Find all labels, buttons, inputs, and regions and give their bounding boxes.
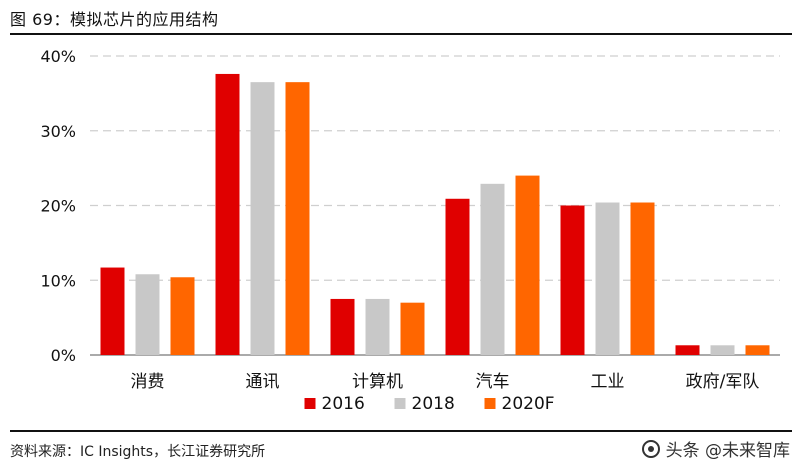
bar-2020F [400,302,425,355]
x-category-label: 汽车 [476,372,510,392]
y-tick-label: 40% [40,47,76,66]
camera-icon [641,439,660,458]
bar-2016 [675,345,700,355]
bar-2020F [170,277,195,355]
bar-2020F [745,345,770,355]
y-tick-label: 20% [40,197,76,216]
legend-swatch [304,398,316,409]
bar-2018 [710,345,735,355]
legend-swatch [484,398,496,409]
bar-2018 [595,202,620,355]
bar-2016 [560,205,585,355]
y-tick-label: 0% [51,346,76,365]
bar-2018 [250,82,275,355]
bar-2018 [365,298,390,355]
x-category-label: 计算机 [352,372,403,392]
y-tick-label: 10% [40,271,76,290]
bar-chart: 0% 10% 20% 30% 40% 消费 通讯 计算机 汽车 工业 政府/军队 2016 2018 20… [40,47,780,414]
bar-2020F [285,82,310,355]
bar-2018 [480,183,505,355]
x-category-label: 消费 [131,372,165,392]
bar-2016 [330,298,355,355]
legend-label: 2016 [322,394,365,414]
watermark: 头条 @未来智库 [641,436,790,461]
legend-label: 2018 [412,394,455,414]
x-category-label: 政府/军队 [686,372,760,392]
bar-2020F [630,202,655,355]
y-tick-label: 30% [40,122,76,141]
bottom-rule [10,430,792,432]
legend-label: 2020F [502,394,555,414]
watermark-text: 头条 @未来智库 [665,441,790,461]
legend-swatch [394,398,406,409]
source-note: 资料来源：IC Insights，长江证券研究所 [10,444,266,460]
bar-2020F [515,175,540,355]
top-rule [10,33,792,35]
bar-2016 [445,198,470,355]
bar-2018 [135,274,160,355]
x-category-label: 通讯 [246,372,280,392]
bar-2016 [100,267,125,355]
x-category-label: 工业 [591,372,625,392]
bar-2016 [215,73,240,355]
figure-title: 图 69：模拟芯片的应用结构 [10,10,219,29]
